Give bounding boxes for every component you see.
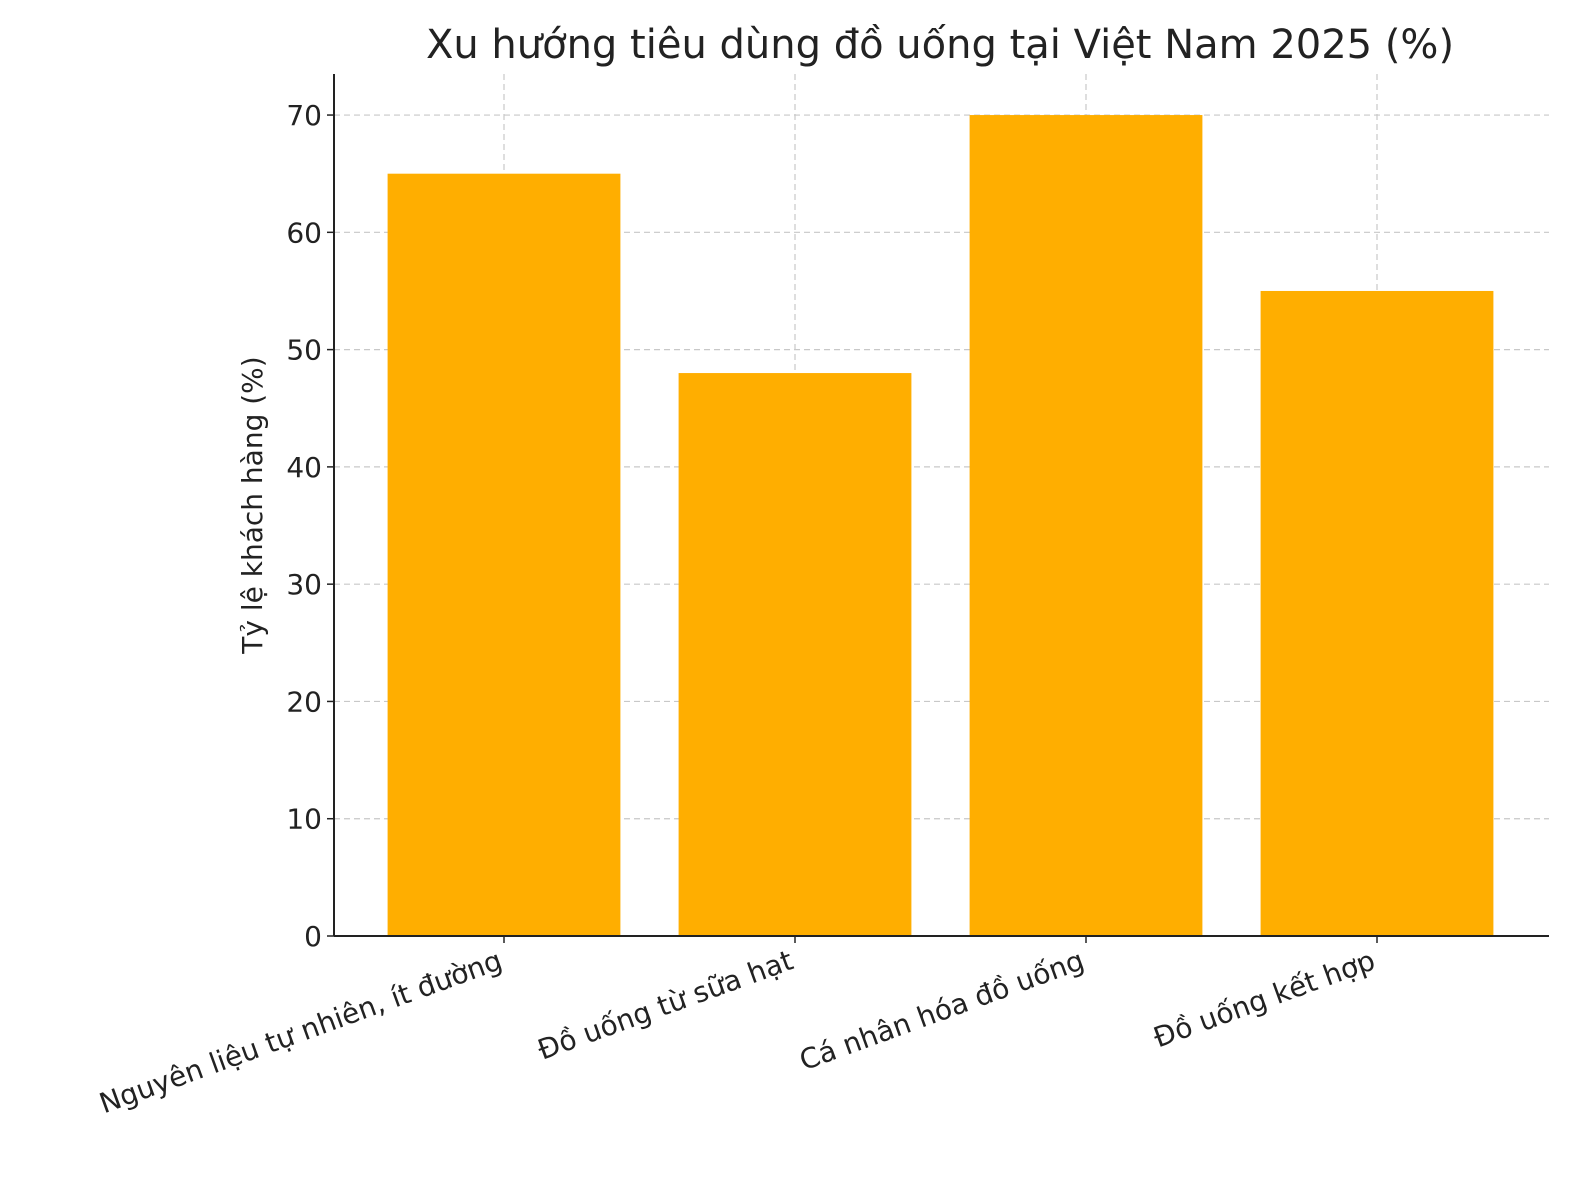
bar — [1260, 290, 1494, 937]
y-tick-label: 0 — [304, 920, 322, 953]
y-tick-label: 60 — [286, 216, 322, 249]
y-tick-label: 30 — [286, 568, 322, 601]
chart-title: Xu hướng tiêu dùng đồ uống tại Việt Nam … — [426, 22, 1454, 68]
bars — [387, 115, 1494, 937]
y-tick-label: 70 — [286, 99, 322, 132]
y-tick-label: 20 — [286, 685, 322, 718]
y-tick-label: 40 — [286, 451, 322, 484]
x-tick-label: Đồ uống từ sữa hạt — [533, 944, 797, 1067]
x-tick-label: Cá nhân hóa đồ uống — [795, 944, 1088, 1078]
bar — [678, 373, 912, 936]
bar — [387, 173, 621, 936]
bar — [969, 115, 1203, 937]
y-tick-label: 10 — [286, 803, 322, 836]
x-tick-label: Nguyên liệu tự nhiên, ít đường — [95, 944, 506, 1121]
x-tick-label: Đồ uống kết hợp — [1149, 944, 1379, 1055]
y-axis-label: Tỷ lệ khách hàng (%) — [236, 356, 269, 654]
y-tick-label: 50 — [286, 334, 322, 367]
